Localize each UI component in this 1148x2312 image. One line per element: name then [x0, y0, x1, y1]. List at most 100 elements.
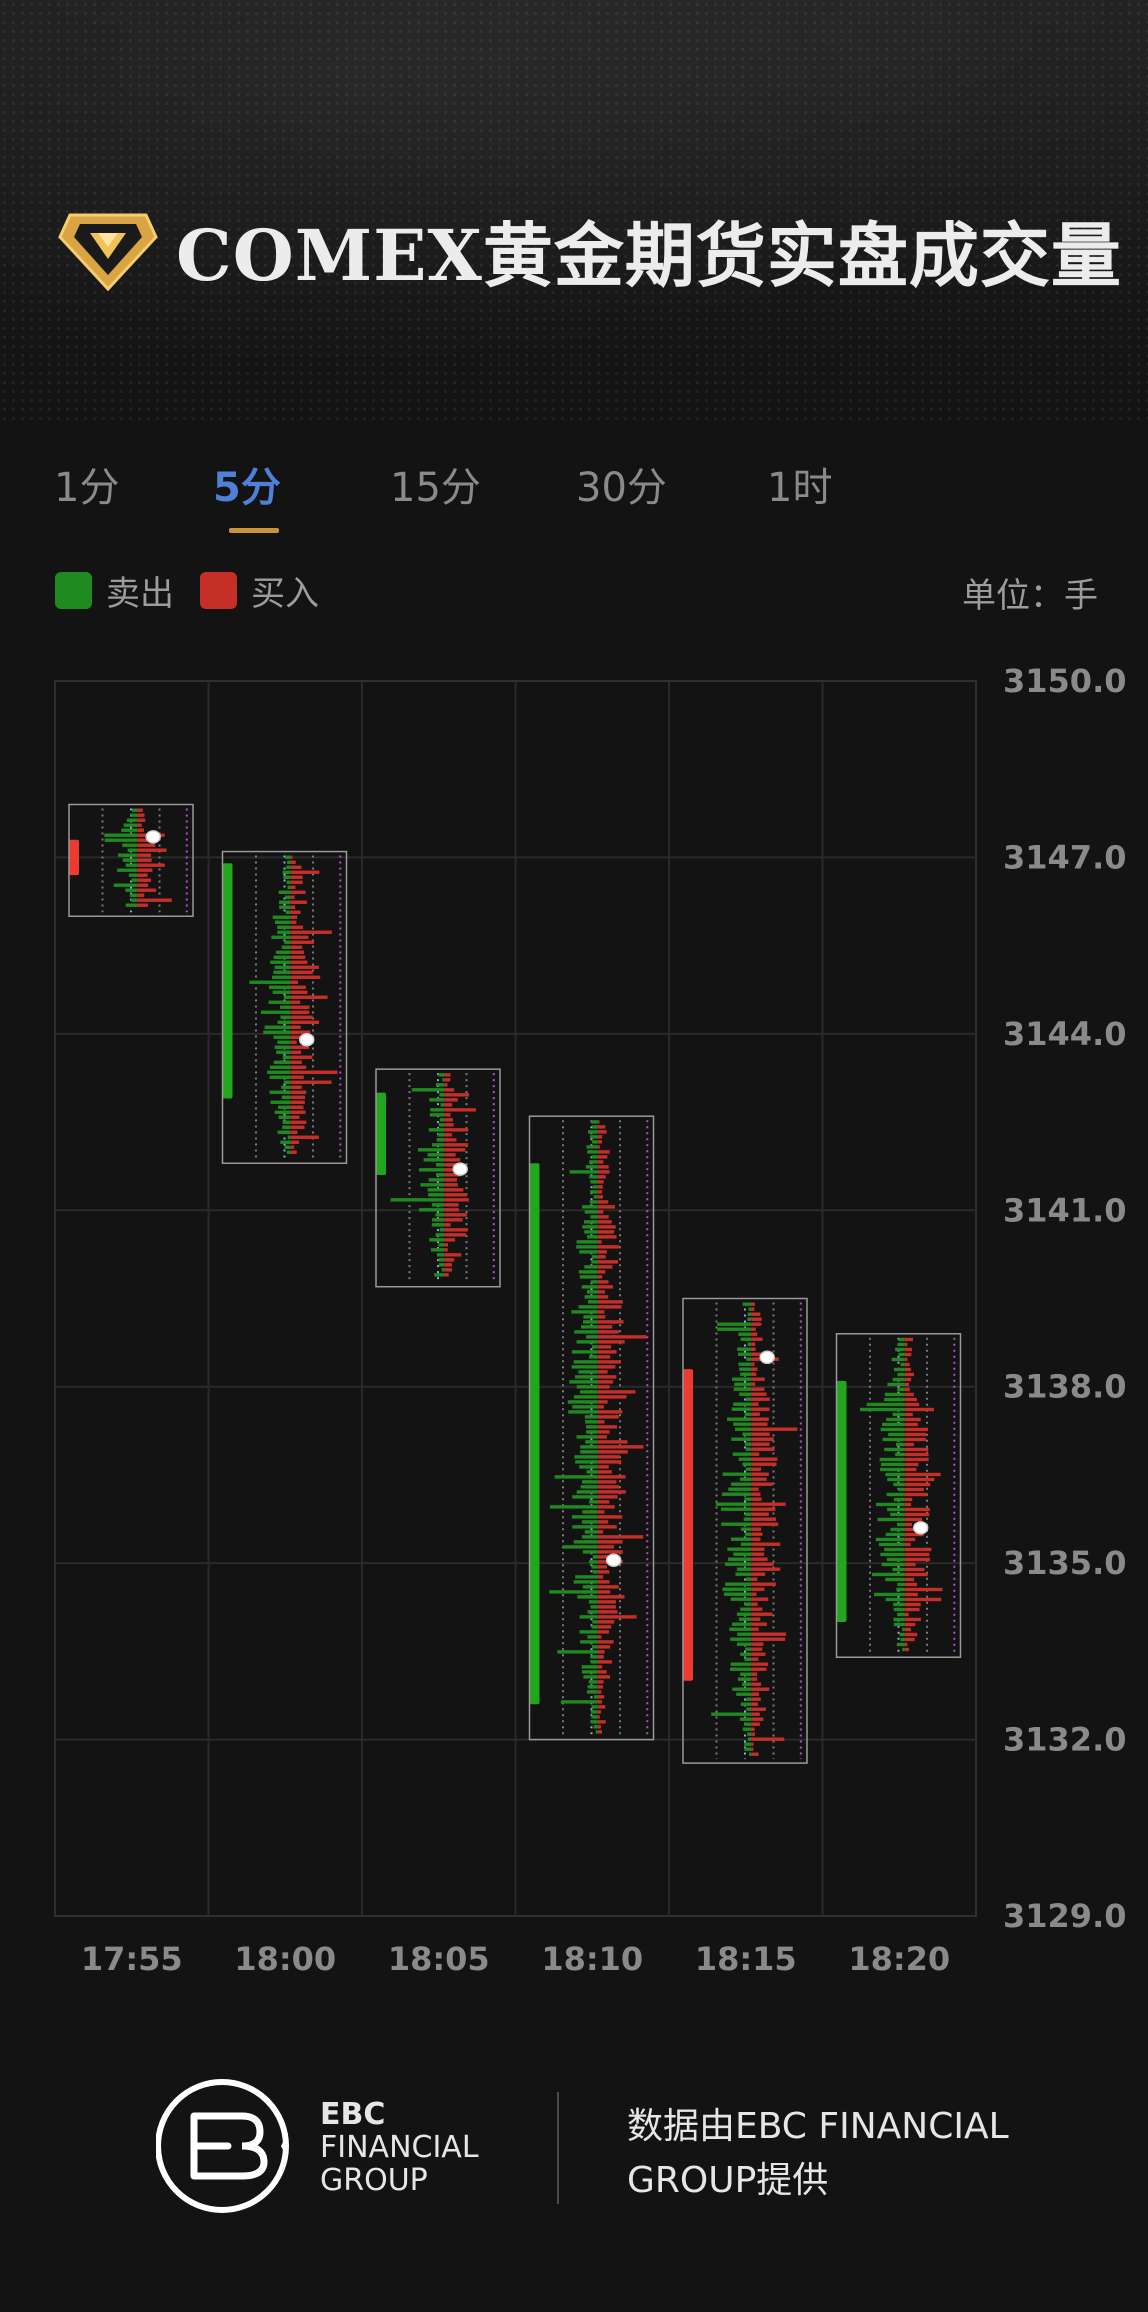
buy-volume-bar	[751, 1462, 777, 1466]
sell-volume-bar	[273, 1035, 291, 1039]
tab-1min[interactable]: 1分	[54, 465, 120, 511]
buy-volume-bar	[751, 1387, 765, 1391]
tab-1hour[interactable]: 1时	[767, 465, 833, 511]
sell-volume-bar	[732, 1377, 752, 1381]
sell-volume-bar	[733, 1552, 752, 1556]
buy-volume-bar	[751, 1597, 769, 1601]
poc-marker	[605, 1553, 622, 1567]
sell-volume-bar	[898, 1337, 905, 1342]
buy-volume-bar	[597, 1425, 617, 1429]
sell-volume-bar	[721, 1522, 752, 1526]
sell-volume-bar	[730, 1597, 752, 1601]
buy-volume-bar	[904, 1432, 927, 1437]
sell-volume-bar	[437, 1253, 445, 1257]
buy-volume-bar	[597, 1500, 610, 1504]
sell-volume-bar	[737, 1677, 752, 1681]
sell-volume-bar	[884, 1392, 905, 1397]
tab-5min[interactable]: 5分	[213, 465, 281, 511]
buy-volume-bar	[597, 1585, 619, 1589]
sell-volume-bar	[587, 1635, 598, 1639]
sell-volume-bar	[277, 1130, 291, 1134]
sell-volume-bar	[735, 1427, 752, 1431]
buy-volume-bar	[597, 1305, 622, 1309]
buy-volume-bar	[597, 1255, 606, 1259]
gold-diamond-logo-icon	[58, 213, 158, 292]
sell-volume-bar	[586, 1430, 598, 1434]
buy-volume-bar	[444, 1083, 448, 1087]
buy-volume-bar	[444, 1243, 449, 1247]
buy-volume-bar	[444, 1203, 459, 1207]
buy-volume-bar	[290, 970, 313, 974]
sell-volume-bar	[891, 1357, 905, 1362]
sell-volume-bar	[576, 1340, 598, 1344]
sell-volume-bar	[586, 1470, 598, 1474]
buy-volume-bar	[751, 1367, 758, 1371]
buy-volume-bar	[597, 1335, 647, 1339]
buy-volume-bar	[904, 1582, 918, 1587]
sell-volume-bar	[131, 878, 138, 882]
buy-volume-bar	[751, 1637, 786, 1641]
buy-volume-bar	[290, 1005, 310, 1009]
legend-item-buy: 买入	[200, 566, 319, 615]
buy-volume-bar	[290, 1030, 311, 1034]
buy-volume-bar	[597, 1535, 644, 1539]
sell-volume-bar	[581, 1285, 598, 1289]
buy-volume-bar	[751, 1687, 770, 1691]
tab-30min[interactable]: 30分	[576, 465, 667, 511]
buy-volume-bar	[290, 920, 297, 924]
sell-volume-bar	[573, 1395, 598, 1399]
sell-volume-bar	[736, 1567, 752, 1571]
buy-volume-bar	[137, 883, 149, 887]
buy-volume-bar	[904, 1367, 911, 1372]
sell-volume-bar	[278, 1115, 291, 1119]
sell-volume-bar	[744, 1442, 752, 1446]
sell-volume-bar	[249, 980, 291, 984]
sell-volume-bar	[582, 1510, 598, 1514]
sell-volume-bar	[431, 1218, 445, 1222]
x-tick-label: 18:20	[848, 1940, 950, 1978]
sell-volume-bar	[582, 1225, 598, 1229]
buy-volume-bar	[751, 1737, 785, 1741]
sell-volume-bar	[278, 890, 291, 894]
sell-volume-bar	[579, 1275, 598, 1279]
sell-volume-bar	[583, 1315, 598, 1319]
buy-volume-bar	[904, 1572, 928, 1577]
buy-volume-bar	[597, 1240, 602, 1244]
buy-volume-bar	[597, 1720, 606, 1724]
buy-volume-bar	[751, 1397, 770, 1401]
sell-volume-bar	[575, 1460, 598, 1464]
sell-volume-bar	[122, 843, 138, 847]
buy-volume-bar	[904, 1577, 915, 1582]
sell-volume-bar	[436, 1173, 445, 1177]
sell-volume-bar	[897, 1522, 905, 1527]
buy-volume-bar	[751, 1437, 774, 1441]
sell-volume-bar	[892, 1377, 905, 1382]
buy-volume-bar	[904, 1497, 913, 1502]
sell-volume-bar	[586, 1690, 598, 1694]
buy-volume-bar	[597, 1540, 623, 1544]
buy-volume-bar	[290, 955, 306, 959]
sell-volume-bar	[430, 1248, 445, 1252]
sell-volume-bar	[880, 1552, 905, 1557]
buy-volume-bar	[597, 1435, 607, 1439]
buy-volume-bar	[751, 1347, 756, 1351]
sell-volume-bar	[575, 1575, 598, 1579]
sell-volume-bar	[590, 1660, 598, 1664]
buy-volume-bar	[751, 1612, 773, 1616]
buy-volume-bar	[904, 1607, 920, 1612]
buy-volume-bar	[597, 1605, 616, 1609]
sell-volume-bar	[272, 915, 291, 919]
sell-volume-bar	[732, 1687, 752, 1691]
buy-volume-bar	[597, 1490, 626, 1494]
buy-volume-bar	[290, 875, 303, 879]
buy-volume-bar	[444, 1128, 469, 1132]
tab-15min[interactable]: 15分	[390, 465, 481, 511]
buy-volume-bar	[751, 1317, 762, 1321]
sell-volume-bar	[572, 1405, 598, 1409]
buy-volume-bar	[290, 1100, 305, 1104]
sell-volume-bar	[129, 893, 138, 897]
sell-volume-bar	[428, 1128, 445, 1132]
candle-body	[529, 1163, 540, 1705]
buy-volume-bar	[751, 1467, 761, 1471]
sell-volume-bar	[744, 1497, 752, 1501]
